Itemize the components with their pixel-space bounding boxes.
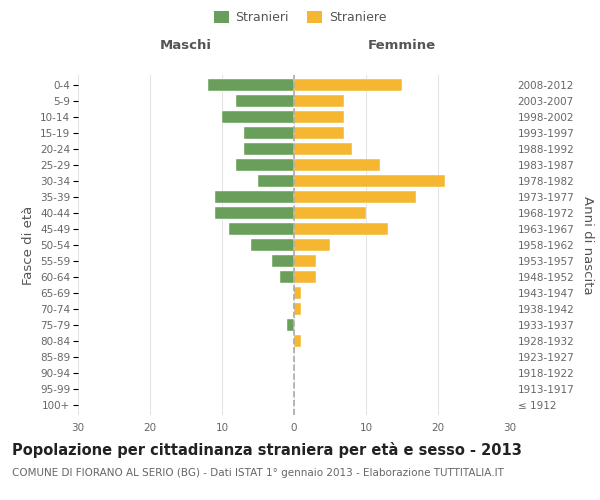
Bar — [244, 143, 294, 155]
Bar — [287, 319, 294, 331]
Bar — [294, 191, 416, 203]
Bar — [258, 175, 294, 187]
Bar — [251, 239, 294, 251]
Bar — [294, 207, 366, 219]
Text: Maschi: Maschi — [160, 40, 212, 52]
Bar — [294, 175, 445, 187]
Bar — [294, 94, 344, 106]
Bar — [294, 335, 301, 347]
Bar — [244, 126, 294, 138]
Bar — [215, 207, 294, 219]
Bar — [222, 110, 294, 122]
Text: Popolazione per cittadinanza straniera per età e sesso - 2013: Popolazione per cittadinanza straniera p… — [12, 442, 522, 458]
Bar — [294, 78, 402, 90]
Bar — [215, 191, 294, 203]
Bar — [294, 239, 330, 251]
Bar — [294, 126, 344, 138]
Bar — [294, 143, 352, 155]
Bar — [208, 78, 294, 90]
Bar — [294, 271, 316, 283]
Bar — [272, 255, 294, 267]
Bar — [294, 159, 380, 171]
Y-axis label: Fasce di età: Fasce di età — [22, 206, 35, 284]
Bar — [236, 159, 294, 171]
Bar — [229, 223, 294, 235]
Text: Femmine: Femmine — [368, 40, 436, 52]
Bar — [294, 255, 316, 267]
Bar — [236, 94, 294, 106]
Legend: Stranieri, Straniere: Stranieri, Straniere — [211, 8, 389, 26]
Bar — [280, 271, 294, 283]
Bar — [294, 223, 388, 235]
Bar — [294, 303, 301, 315]
Y-axis label: Anni di nascita: Anni di nascita — [581, 196, 594, 294]
Bar — [294, 287, 301, 299]
Text: COMUNE DI FIORANO AL SERIO (BG) - Dati ISTAT 1° gennaio 2013 - Elaborazione TUTT: COMUNE DI FIORANO AL SERIO (BG) - Dati I… — [12, 468, 504, 477]
Bar — [294, 110, 344, 122]
